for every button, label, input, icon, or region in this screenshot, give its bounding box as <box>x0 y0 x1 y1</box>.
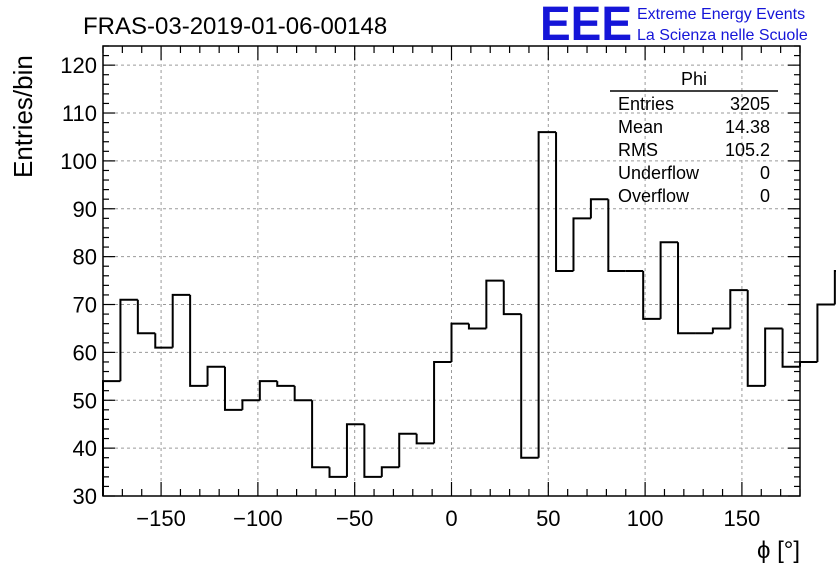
x-tick-label: −150 <box>136 506 186 531</box>
x-axis-tick-labels: −150 −100 −50 0 50 100 150 <box>136 506 760 531</box>
x-tick-label: 0 <box>445 506 457 531</box>
histogram-bin <box>781 328 800 368</box>
x-tick-label: 150 <box>724 506 761 531</box>
x-tick-label: 50 <box>536 506 560 531</box>
histogram-bin <box>206 365 225 386</box>
histogram-bin <box>677 242 696 335</box>
histogram-bin <box>154 333 173 349</box>
y-tick-label: 80 <box>73 245 97 270</box>
y-axis-tick-labels: 30 40 50 60 70 80 90 100 110 120 <box>60 53 97 509</box>
histogram-bin <box>450 322 469 362</box>
histogram-bin <box>433 360 452 444</box>
histogram-bin <box>293 385 313 402</box>
histogram-bin <box>589 198 609 219</box>
histogram-bin <box>833 270 836 305</box>
stats-label: Mean <box>618 117 663 137</box>
histogram-bin <box>380 466 400 477</box>
histogram-bin <box>258 380 278 401</box>
y-tick-label: 50 <box>73 388 97 413</box>
histogram-bin <box>485 279 504 329</box>
histogram-bin <box>502 280 522 316</box>
axis-ticks <box>102 45 801 497</box>
histogram-bin <box>729 289 748 329</box>
x-tick-label: −50 <box>336 506 373 531</box>
histogram-bin <box>642 271 661 320</box>
y-axis-title: Entries/bin <box>8 55 38 178</box>
histogram-bin <box>816 303 835 362</box>
histogram-bin <box>119 298 138 382</box>
x-tick-label: 100 <box>627 506 664 531</box>
histogram-bin <box>311 400 330 469</box>
stats-label: Underflow <box>618 163 700 183</box>
stats-value: 14.38 <box>725 117 770 137</box>
histogram-bin <box>607 199 626 272</box>
y-tick-label: 120 <box>60 53 97 78</box>
histogram-bin <box>572 217 591 271</box>
histogram-bin <box>537 131 557 458</box>
histogram-bin <box>171 293 191 348</box>
histogram-bin <box>659 241 679 319</box>
histogram-bin <box>746 290 766 387</box>
histogram-bin <box>189 294 208 387</box>
y-tick-label: 40 <box>73 436 97 461</box>
stats-value: 0 <box>760 163 770 183</box>
histogram-bin <box>276 381 295 387</box>
histogram-bin <box>328 467 347 478</box>
stats-label: RMS <box>618 140 658 160</box>
y-tick-label: 70 <box>73 293 97 318</box>
y-tick-label: 110 <box>62 101 97 126</box>
histogram-bin <box>223 366 243 411</box>
y-tick-label: 60 <box>73 340 97 365</box>
histogram-bin <box>363 424 382 478</box>
logo-line-1: Extreme Energy Events <box>637 6 805 23</box>
stats-title: Phi <box>681 69 707 89</box>
stats-value: 0 <box>760 186 770 206</box>
y-tick-label: 90 <box>73 197 97 222</box>
run-title: FRAS-03-2019-01-06-00148 <box>83 13 387 40</box>
histogram-bin <box>415 433 435 445</box>
grid-lines <box>103 46 800 497</box>
histogram-bin <box>398 432 417 468</box>
histogram-bin <box>345 423 365 477</box>
y-tick-label: 100 <box>60 149 97 174</box>
x-tick-label: −100 <box>233 506 283 531</box>
logo-line-2: La Scienza nelle Scuole <box>637 27 808 44</box>
histogram-bin <box>711 327 731 334</box>
stats-rows: Entries 3205 Mean 14.38 RMS 105.2 Underflow 0 Ov… <box>618 94 770 206</box>
stats-value: 105.2 <box>725 140 770 160</box>
stats-value: 3205 <box>730 94 770 114</box>
y-tick-label: 30 <box>73 484 97 509</box>
stats-label: Entries <box>618 94 674 114</box>
x-axis-title: ϕ [°] <box>757 537 800 564</box>
histogram-bin <box>467 323 487 330</box>
histogram-bin <box>241 399 260 410</box>
histogram-bin <box>520 314 539 459</box>
stats-label: Overflow <box>618 186 690 206</box>
histogram-bin <box>764 327 783 386</box>
histogram-bin <box>136 299 156 335</box>
histogram-bin <box>555 132 574 272</box>
eee-logo: EEE <box>540 0 632 51</box>
stats-box: Phi Entries 3205 Mean 14.38 RMS 105.2 Underflo… <box>610 69 778 206</box>
